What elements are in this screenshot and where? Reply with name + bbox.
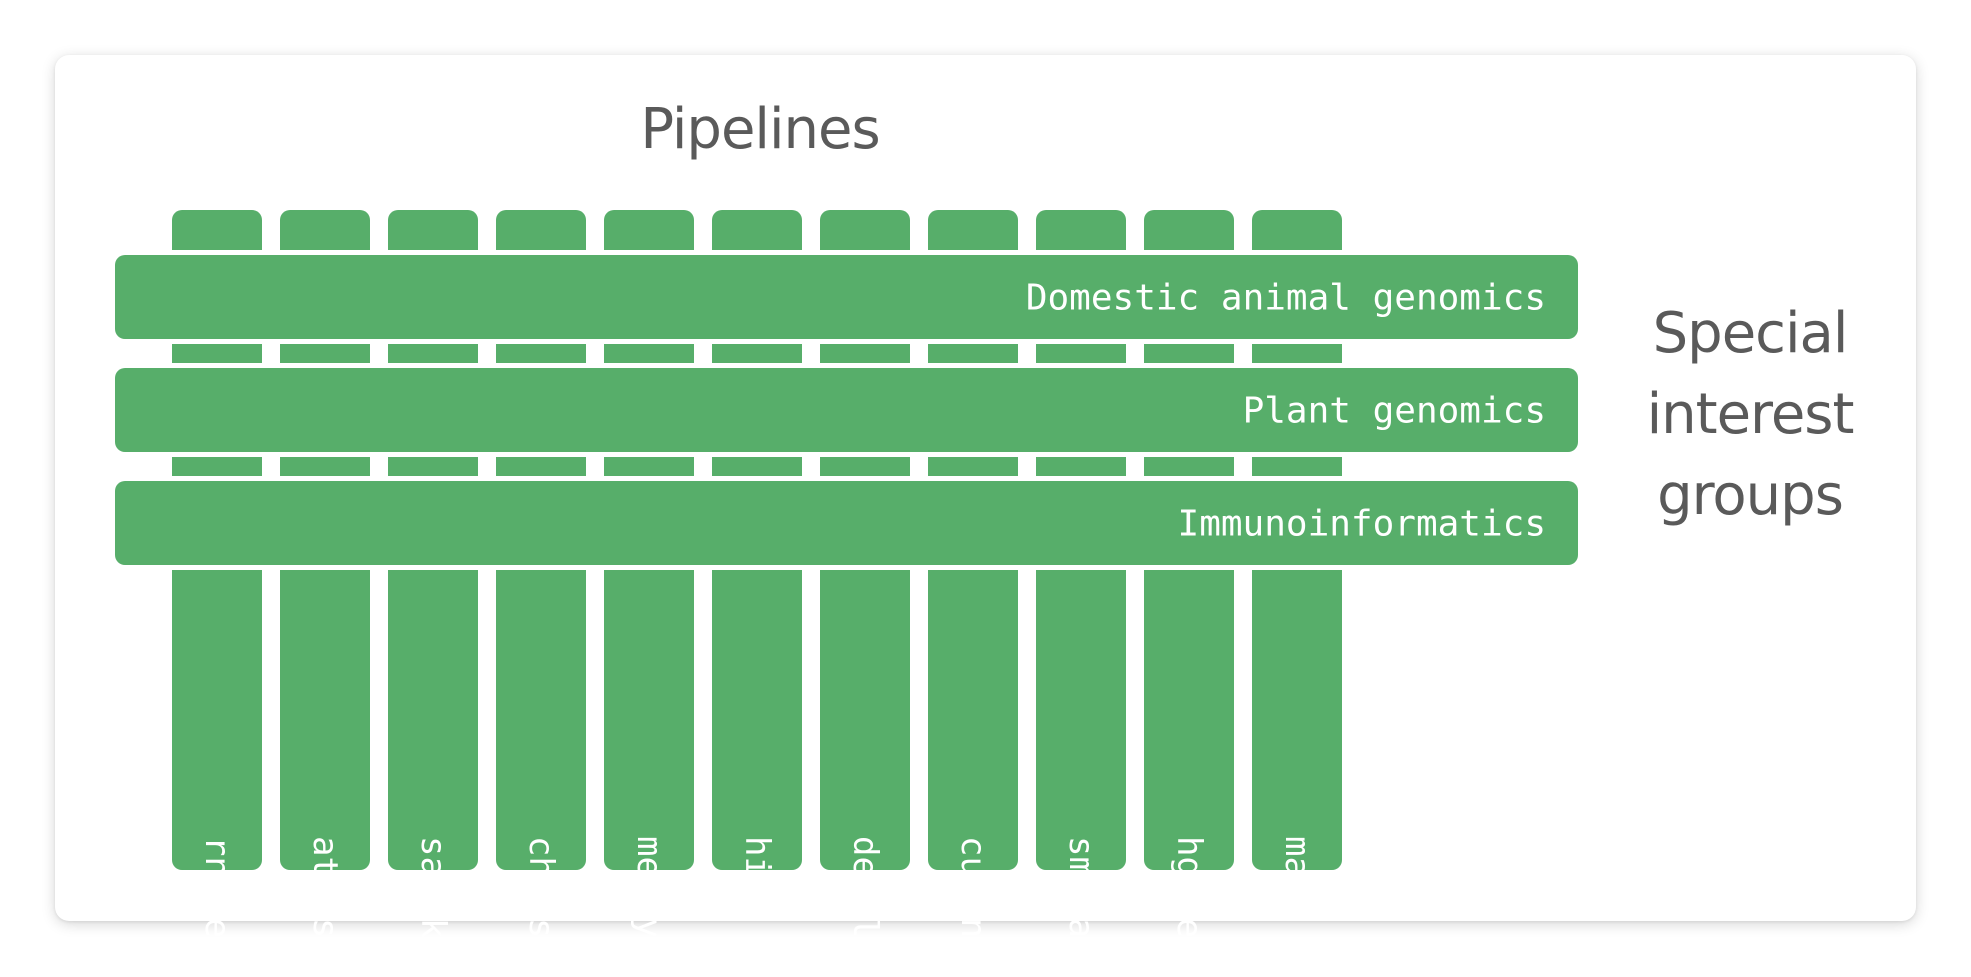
pipeline-label: atacseq	[305, 836, 345, 977]
pipeline-label: mag	[1277, 836, 1317, 897]
sig-bar	[115, 255, 1578, 339]
sig-label: Domestic animal genomics	[1026, 278, 1546, 319]
sig-label: Immunoinformatics	[1178, 504, 1546, 545]
pipeline-label: hic	[737, 836, 777, 897]
sig-title-line-2: interest	[1646, 382, 1855, 447]
pipeline-label: sarek	[413, 836, 453, 938]
special-interest-groups-title: Special interest groups	[1610, 293, 1890, 536]
sig-plant-genomics: Plant genomics	[111, 363, 1582, 457]
sig-title-line-3: groups	[1657, 463, 1844, 528]
pipeline-label: cutandrun	[953, 836, 993, 977]
sig-bar	[115, 368, 1578, 452]
sig-bar	[115, 481, 1578, 565]
sig-immunoinformatics: Immunoinformatics	[111, 476, 1582, 570]
pipeline-label: demultiplex	[845, 836, 885, 977]
sig-title-line-1: Special	[1652, 301, 1849, 366]
pipeline-label: smrnaseq	[1061, 836, 1101, 977]
sig-domestic-animal-genomics: Domestic animal genomics	[111, 250, 1582, 344]
pipeline-label: methylseq	[629, 836, 669, 977]
special-interest-group-bars: Domestic animal genomics Plant genomics Im…	[111, 250, 1582, 570]
pipelines-title: Pipelines	[640, 97, 880, 162]
sig-label: Plant genomics	[1243, 391, 1546, 432]
pipeline-label: hgtseq	[1169, 836, 1209, 959]
pipeline-label: rnaseq	[197, 836, 237, 959]
pipeline-label: chipseq	[521, 836, 561, 977]
